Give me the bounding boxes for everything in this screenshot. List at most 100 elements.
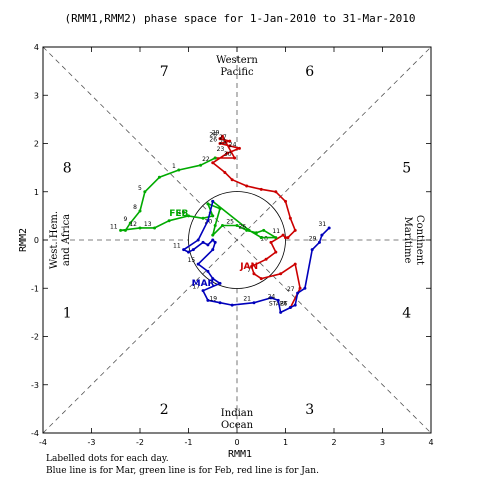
- jan-day-label: 27: [219, 134, 227, 141]
- x-tick-label: -2: [136, 438, 144, 447]
- jan-day-point: [284, 236, 287, 240]
- feb-day-label: 13: [144, 221, 152, 228]
- y-tick-label: 4: [34, 43, 39, 52]
- x-tick-label: -3: [88, 438, 96, 447]
- feb-day-point: [123, 228, 127, 232]
- feb-day-label: 8: [133, 204, 137, 211]
- y-tick-label: -2: [31, 333, 39, 342]
- jan-day-point: [286, 236, 290, 240]
- feb-day-label: 5: [138, 185, 142, 192]
- region-label-bottom: Indian: [221, 408, 254, 419]
- feb-day-point: [262, 228, 266, 232]
- feb-day-label: 26: [238, 223, 246, 230]
- mar-day-point: [303, 286, 307, 290]
- mar-month-label: MAR: [192, 279, 215, 289]
- mar-day-label: 11: [173, 243, 181, 250]
- jan-day-point: [298, 286, 302, 290]
- mar-day-point: [320, 233, 324, 237]
- feb-day-label: 11: [110, 223, 118, 230]
- phase-label: 8: [63, 161, 72, 177]
- jan-day-label: 23: [217, 146, 225, 153]
- feb-day-point: [153, 226, 157, 230]
- x-tick-label: -4: [39, 438, 47, 447]
- mar-day-label: 24: [268, 293, 276, 300]
- jan-day-point: [230, 178, 234, 182]
- feb-day-point: [187, 214, 190, 218]
- mar-day-point: [211, 248, 215, 252]
- region-label-right: Continent: [414, 215, 425, 265]
- phase-label: 6: [305, 64, 314, 80]
- jan-day-point: [211, 161, 215, 165]
- chart-title: (RMM1,RMM2) phase space for 1-Jan-2010 t…: [65, 12, 416, 25]
- jan-day-point: [269, 240, 273, 244]
- jan-day-point: [259, 187, 263, 191]
- mar-day-point: [191, 248, 195, 252]
- jan-day-label: 29: [212, 129, 220, 136]
- feb-day-point: [213, 156, 217, 160]
- feb-day-point: [213, 224, 217, 228]
- jan-day-point: [293, 228, 297, 232]
- mar-day-label: 21: [243, 296, 251, 303]
- mar-day-point: [182, 248, 186, 252]
- region-label-top: Pacific: [220, 67, 254, 78]
- jan-day-label: 28: [209, 132, 217, 139]
- feb-day-point: [254, 231, 258, 235]
- jan-day-point: [225, 151, 229, 155]
- jan-day-label: 11: [272, 228, 280, 235]
- mar-day-point: [206, 298, 210, 302]
- feb-day-point: [138, 209, 142, 213]
- jan-day-point: [237, 146, 241, 150]
- mar-day-point: [276, 298, 280, 302]
- feb-day-point: [119, 228, 123, 232]
- feb-day-point: [128, 221, 132, 225]
- feb-day-label: 9: [123, 216, 127, 223]
- feb-day-label: 12: [129, 221, 137, 228]
- mar-day-point: [218, 281, 222, 285]
- y-tick-label: 3: [34, 91, 39, 100]
- mar-day-label: 19: [209, 296, 217, 303]
- mar-day-point: [279, 310, 283, 314]
- mar-day-label: 29: [309, 235, 317, 242]
- mar-day-label: 15: [188, 257, 196, 264]
- jan-day-point: [220, 134, 224, 138]
- jan-day-point: [245, 184, 249, 188]
- feb-day-point: [211, 214, 215, 218]
- y-tick-label: 2: [34, 140, 39, 149]
- phase-label: 5: [402, 161, 411, 177]
- feb-day-label: 1: [172, 163, 176, 170]
- mar-day-point: [288, 306, 292, 310]
- jan-day-label: 25: [219, 139, 227, 146]
- feb-day-point: [259, 236, 263, 240]
- y-tick-label: -3: [31, 381, 39, 390]
- mar-day-point: [211, 277, 215, 281]
- jan-day-point: [233, 156, 237, 160]
- phase-divider-diagonal: [42, 46, 432, 434]
- jan-month-label: JAN: [239, 262, 258, 272]
- mar-day-point: [201, 240, 205, 244]
- jan-day-point: [279, 272, 283, 276]
- x-axis-label: RMM1: [228, 449, 252, 460]
- x-tick-label: 1: [283, 438, 288, 447]
- mar-day-point: [269, 296, 273, 300]
- feb-day-point: [199, 163, 203, 167]
- feb-month-label: FEB: [169, 209, 188, 219]
- jan-day-point: [250, 265, 254, 269]
- x-tick-label: 3: [380, 438, 385, 447]
- feb-day-label: 25: [226, 219, 234, 226]
- jan-day-label: 22: [202, 156, 210, 163]
- mar-day-point: [327, 226, 331, 230]
- jan-day-point: [284, 199, 287, 203]
- jan-day-point: [274, 250, 278, 254]
- feb-trajectory: [119, 157, 277, 239]
- feb-day-point: [138, 226, 142, 230]
- phase-label: 3: [305, 402, 314, 418]
- mar-day-point: [206, 243, 210, 247]
- mar-day-label: 31: [319, 221, 327, 228]
- mar-day-point: [296, 291, 300, 295]
- region-label-right: Maritime: [402, 217, 413, 264]
- feb-day-point: [274, 236, 278, 240]
- feb-day-point: [177, 168, 181, 172]
- region-label-left: and Africa: [61, 214, 72, 266]
- jan-day-point: [259, 277, 263, 281]
